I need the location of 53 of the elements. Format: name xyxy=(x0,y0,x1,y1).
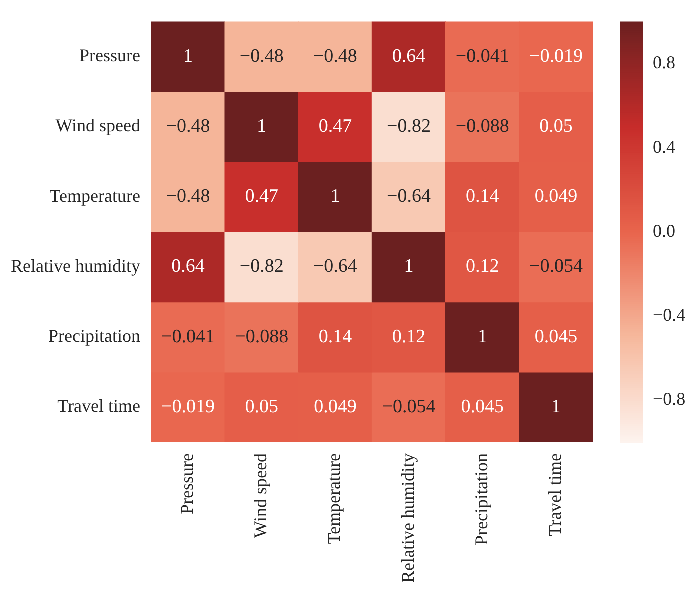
data-label: 0.05 xyxy=(245,396,278,418)
data-label: 0.12 xyxy=(392,326,426,348)
data-label: −0.64 xyxy=(313,256,358,278)
color-bar-label: −0.4 xyxy=(653,305,686,326)
data-label: 0.64 xyxy=(392,46,426,67)
data-label: −0.48 xyxy=(166,186,210,208)
x-tick-label: Precipitation xyxy=(471,454,492,546)
data-label: 0.05 xyxy=(540,116,573,137)
data-label: 0.64 xyxy=(172,256,206,278)
data-label: −0.019 xyxy=(162,396,216,418)
data-label: 0.47 xyxy=(318,116,352,137)
data-label: 1 xyxy=(478,326,488,348)
y-tick-label: Wind speed xyxy=(56,116,140,136)
data-label: 0.14 xyxy=(466,186,500,208)
data-label: −0.82 xyxy=(240,256,284,278)
data-label: 0.12 xyxy=(466,256,500,278)
data-label: 0.045 xyxy=(461,396,504,418)
x-tick-label: Wind speed xyxy=(250,454,271,538)
y-tick-label: Precipitation xyxy=(48,326,140,346)
data-label: 1 xyxy=(330,186,340,208)
data-label: −0.48 xyxy=(240,46,284,67)
data-label: −0.041 xyxy=(162,326,216,348)
y-tick-label: Temperature xyxy=(50,186,140,206)
x-tick-label: Travel time xyxy=(544,454,565,536)
y-tick-label: Travel time xyxy=(58,396,140,416)
data-label: 0.045 xyxy=(534,326,578,348)
data-label: −0.041 xyxy=(456,46,510,67)
x-tick-label: Relative humidity xyxy=(398,454,418,584)
data-label: 0.47 xyxy=(245,186,278,208)
data-label: −0.088 xyxy=(456,116,510,137)
data-label: 0.14 xyxy=(318,326,353,348)
color-bar-label: 0.0 xyxy=(653,220,676,241)
data-label: −0.48 xyxy=(313,46,358,67)
data-label: 0.049 xyxy=(534,186,578,208)
data-label: −0.82 xyxy=(387,116,432,137)
data-label: 1 xyxy=(257,116,267,137)
y-tick-label: Relative humidity xyxy=(10,256,140,276)
x-tick-label: Temperature xyxy=(324,454,344,544)
x-tick-label: Pressure xyxy=(177,454,198,515)
color-bar-label: 0.8 xyxy=(653,52,676,73)
data-label: −0.48 xyxy=(166,116,210,137)
data-label: 0.049 xyxy=(314,396,357,418)
data-label: 1 xyxy=(551,396,561,418)
color-bar-label: 0.4 xyxy=(653,136,676,157)
data-label: −0.019 xyxy=(529,46,583,67)
data-label: −0.054 xyxy=(382,396,436,418)
data-label: 1 xyxy=(184,46,194,67)
y-tick-label: Pressure xyxy=(79,46,140,66)
data-label: −0.054 xyxy=(529,256,584,278)
color-bar-label: −0.8 xyxy=(653,389,686,410)
data-label: −0.64 xyxy=(387,186,432,208)
data-label: −0.088 xyxy=(235,326,289,348)
data-label: 1 xyxy=(404,256,414,278)
